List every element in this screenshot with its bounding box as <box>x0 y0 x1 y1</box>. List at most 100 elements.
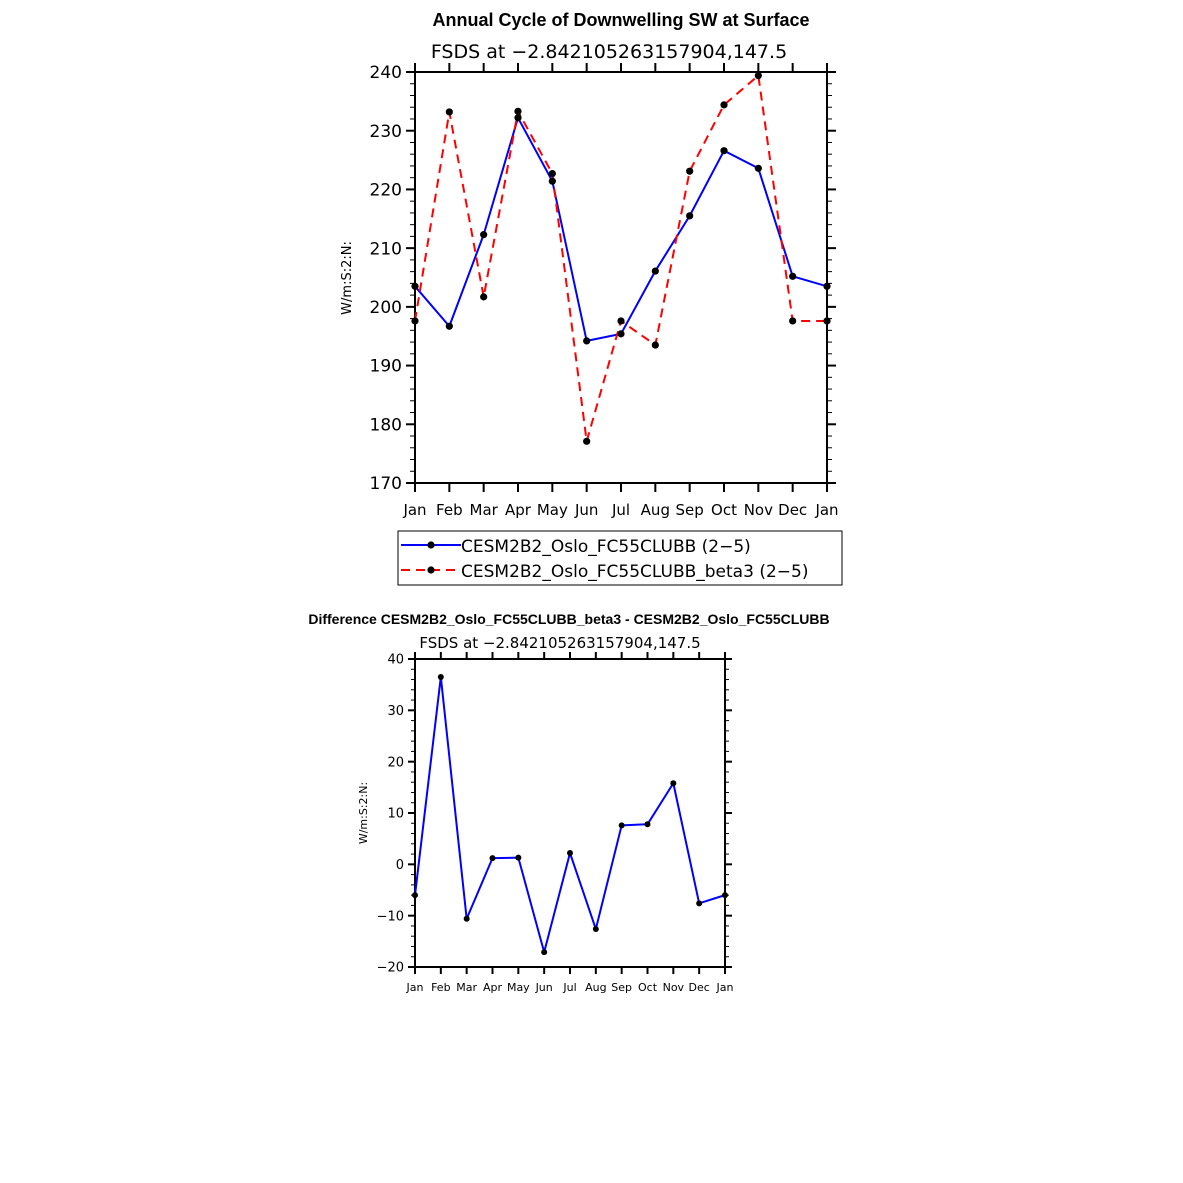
data-point-series-1 <box>412 892 418 899</box>
y-tick-label: 30 <box>387 704 404 719</box>
data-point-series-2 <box>754 71 762 80</box>
chart-title: Annual Cycle of Downwelling SW at Surfac… <box>432 10 809 30</box>
data-point-series-1 <box>411 282 419 290</box>
legend-marker-series-2 <box>427 566 435 574</box>
y-tick-label: 0 <box>396 858 404 873</box>
y-axis-ticks: 170 180 190 200 210 220 230 240 <box>370 63 836 494</box>
y-tick-label: 20 <box>387 755 404 770</box>
x-tick-label: May <box>537 501 568 519</box>
y-tick-label: 220 <box>370 181 402 201</box>
data-point-series-1 <box>686 212 694 220</box>
x-tick-label: Sep <box>611 981 632 994</box>
data-point-series-2 <box>651 341 659 349</box>
y-axis-label: W/m:S:2:N: <box>340 241 355 315</box>
legend-label-series-2: CESM2B2_Oslo_FC55CLUBB_beta3 (2−5) <box>461 562 808 582</box>
x-tick-label: Mar <box>470 501 499 519</box>
data-point-series-1 <box>696 900 703 907</box>
y-tick-label: 230 <box>370 122 402 142</box>
y-tick-label: 190 <box>370 357 402 377</box>
data-point-series-1 <box>823 282 831 290</box>
data-point-series-2 <box>789 317 797 325</box>
y-tick-label: 200 <box>370 298 402 318</box>
data-point-series-2 <box>514 107 522 115</box>
annual-cycle-chart: Annual Cycle of Downwelling SW at Surfac… <box>340 10 843 586</box>
data-point-series-1 <box>514 114 522 122</box>
series-layer <box>412 673 728 956</box>
x-tick-label: Feb <box>431 981 450 994</box>
difference-chart: Difference CESM2B2_Oslo_FC55CLUBB_beta3 … <box>308 611 829 994</box>
data-point-series-2 <box>720 101 728 109</box>
x-tick-label: Aug <box>585 981 606 994</box>
y-tick-label: 210 <box>370 239 402 259</box>
data-point-series-1 <box>754 164 762 172</box>
legend: CESM2B2_Oslo_FC55CLUBB (2−5) CESM2B2_Osl… <box>397 530 843 586</box>
x-tick-label: Nov <box>663 981 685 994</box>
legend-box <box>397 530 843 586</box>
legend-label-series-1: CESM2B2_Oslo_FC55CLUBB (2−5) <box>461 537 751 557</box>
data-point-series-1 <box>583 337 591 345</box>
data-point-series-2 <box>583 437 591 445</box>
y-tick-label: 40 <box>387 653 404 668</box>
x-tick-label: Oct <box>711 501 737 519</box>
x-tick-label: Jun <box>535 981 553 994</box>
data-point-series-1 <box>480 231 488 239</box>
x-tick-label: Sep <box>676 501 704 519</box>
x-tick-label: Dec <box>778 501 807 519</box>
x-tick-label: Apr <box>505 501 532 519</box>
data-point-series-1 <box>789 272 797 280</box>
x-tick-label: Aug <box>641 501 670 519</box>
data-point-series-1 <box>617 330 625 338</box>
x-tick-label: Jan <box>402 501 426 519</box>
data-point-series-1 <box>548 177 556 185</box>
y-axis-ticks: −20 −10 0 10 20 30 40 <box>377 653 732 976</box>
x-tick-label: Jan <box>406 981 424 994</box>
data-point-series-1 <box>445 322 453 330</box>
data-point-series-1 <box>567 850 573 857</box>
chart-subtitle: FSDS at −2.842105263157904,147.5 <box>431 41 787 63</box>
x-tick-label: Dec <box>689 981 710 994</box>
data-point-series-2 <box>617 317 625 325</box>
x-tick-label: Jun <box>574 501 598 519</box>
x-axis-ticks: Jan Feb Mar Apr May Jun Jul Aug Sep Oct Nov Dec Jan <box>406 652 734 994</box>
data-point-series-1 <box>541 949 548 956</box>
legend-marker-series-1 <box>427 541 435 549</box>
y-tick-label: −10 <box>377 909 404 924</box>
x-tick-label: Jul <box>611 501 630 519</box>
data-point-series-1 <box>722 892 728 899</box>
data-point-series-1 <box>515 854 522 861</box>
data-point-series-2 <box>823 317 831 325</box>
y-tick-label: 10 <box>387 807 404 822</box>
chart-title: Difference CESM2B2_Oslo_FC55CLUBB_beta3 … <box>308 611 829 627</box>
x-axis-ticks: Jan Feb Mar Apr May Jun Jul Aug Sep Oct Nov Dec Jan <box>402 63 839 519</box>
x-tick-label: Nov <box>744 501 773 519</box>
data-point-series-1 <box>489 855 496 862</box>
x-tick-label: Oct <box>638 981 658 994</box>
y-tick-label: −20 <box>377 961 404 976</box>
y-tick-label: 240 <box>370 63 402 83</box>
data-point-series-1 <box>720 147 728 155</box>
data-point-series-2 <box>548 169 556 178</box>
data-point-series-1 <box>670 780 677 787</box>
data-point-series-2 <box>445 108 453 116</box>
data-point-series-1 <box>644 821 651 828</box>
data-point-series-2 <box>480 293 488 301</box>
data-point-series-1 <box>463 915 470 922</box>
x-tick-label: Jul <box>562 981 576 994</box>
x-tick-label: May <box>507 981 530 994</box>
data-point-series-1 <box>592 926 599 933</box>
data-point-series-1 <box>437 673 444 680</box>
y-tick-label: 180 <box>370 415 402 435</box>
x-tick-label: Mar <box>456 981 477 994</box>
series-layer <box>411 71 831 445</box>
data-point-series-1 <box>651 267 659 275</box>
y-tick-label: 170 <box>370 474 402 494</box>
data-point-series-2 <box>686 167 694 175</box>
y-axis-label: W/m:S:2:N: <box>357 782 370 844</box>
chart-subtitle: FSDS at −2.842105263157904,147.5 <box>419 634 700 652</box>
x-tick-label: Apr <box>483 981 503 994</box>
data-point-series-2 <box>411 317 419 325</box>
x-tick-label: Jan <box>814 501 838 519</box>
x-tick-label: Feb <box>436 501 463 519</box>
data-point-series-1 <box>618 822 625 829</box>
